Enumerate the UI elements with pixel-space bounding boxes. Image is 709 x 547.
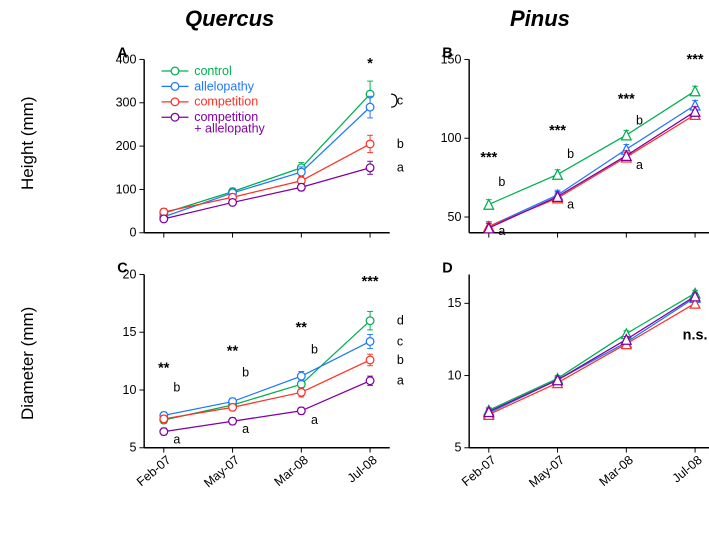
svg-text:***: *** — [687, 52, 704, 68]
svg-text:Jul-08: Jul-08 — [670, 453, 705, 486]
svg-text:***: *** — [480, 150, 497, 166]
svg-text:a: a — [636, 158, 643, 172]
svg-text:100: 100 — [116, 182, 137, 196]
svg-text:10: 10 — [123, 383, 137, 397]
svg-text:0: 0 — [130, 226, 137, 240]
svg-text:b: b — [173, 381, 180, 395]
svg-text:b: b — [498, 175, 505, 189]
panel-A: 0100200300400*cbaAcontrolallelopathycomp… — [95, 45, 350, 295]
svg-text:B: B — [442, 46, 452, 62]
panel-D: 51015Feb-07May-07Mar-08Jul-08n.s.D — [420, 260, 675, 510]
svg-text:**: ** — [296, 320, 308, 336]
svg-text:Mar-08: Mar-08 — [597, 453, 636, 489]
svg-text:Mar-08: Mar-08 — [272, 453, 311, 489]
svg-text:15: 15 — [123, 325, 137, 339]
svg-text:*: * — [367, 56, 373, 72]
svg-text:b: b — [397, 137, 404, 151]
svg-text:+ allelopathy: + allelopathy — [194, 122, 265, 136]
svg-text:Jul-08: Jul-08 — [345, 453, 380, 486]
svg-text:***: *** — [549, 123, 566, 139]
svg-text:5: 5 — [130, 441, 137, 455]
svg-text:May-07: May-07 — [201, 453, 242, 491]
svg-text:Feb-07: Feb-07 — [134, 453, 173, 489]
panel-C: 5101520Feb-07May-07Mar-08Jul-08*********… — [95, 260, 350, 510]
svg-text:a: a — [498, 224, 505, 238]
svg-text:c: c — [397, 93, 403, 107]
svg-text:**: ** — [158, 361, 170, 377]
figure: Quercus Pinus Height (mm) Diameter (mm) … — [0, 0, 709, 547]
col-title-quercus: Quercus — [185, 6, 274, 32]
svg-text:D: D — [442, 261, 452, 277]
svg-text:a: a — [173, 433, 180, 447]
svg-text:100: 100 — [441, 131, 462, 145]
ylabel-diameter: Diameter (mm) — [18, 307, 38, 420]
svg-text:b: b — [242, 366, 249, 380]
svg-text:A: A — [117, 46, 128, 62]
svg-text:a: a — [242, 422, 249, 436]
col-title-pinus: Pinus — [510, 6, 570, 32]
svg-text:Feb-07: Feb-07 — [459, 453, 498, 489]
svg-text:b: b — [636, 114, 643, 128]
svg-text:15: 15 — [448, 296, 462, 310]
svg-text:competition: competition — [194, 95, 258, 109]
svg-text:May-07: May-07 — [526, 453, 567, 491]
ylabel-height: Height (mm) — [18, 96, 38, 190]
panel-B: 50100150************bababacbaB — [420, 45, 675, 295]
svg-text:a: a — [397, 374, 404, 388]
svg-text:d: d — [397, 314, 404, 328]
svg-text:c: c — [397, 334, 403, 348]
svg-text:control: control — [194, 64, 232, 78]
svg-text:b: b — [397, 353, 404, 367]
svg-text:300: 300 — [116, 96, 137, 110]
svg-text:b: b — [311, 342, 318, 356]
svg-text:a: a — [311, 413, 318, 427]
svg-text:**: ** — [227, 343, 239, 359]
svg-text:***: *** — [362, 274, 379, 290]
svg-text:50: 50 — [448, 210, 462, 224]
svg-text:5: 5 — [455, 441, 462, 455]
svg-text:200: 200 — [116, 139, 137, 153]
svg-text:a: a — [567, 197, 574, 211]
svg-text:b: b — [567, 147, 574, 161]
svg-text:n.s.: n.s. — [683, 327, 708, 343]
svg-text:allelopathy: allelopathy — [194, 79, 255, 93]
svg-text:10: 10 — [448, 368, 462, 382]
svg-text:C: C — [117, 261, 128, 277]
svg-text:a: a — [397, 161, 404, 175]
svg-text:***: *** — [618, 92, 635, 108]
